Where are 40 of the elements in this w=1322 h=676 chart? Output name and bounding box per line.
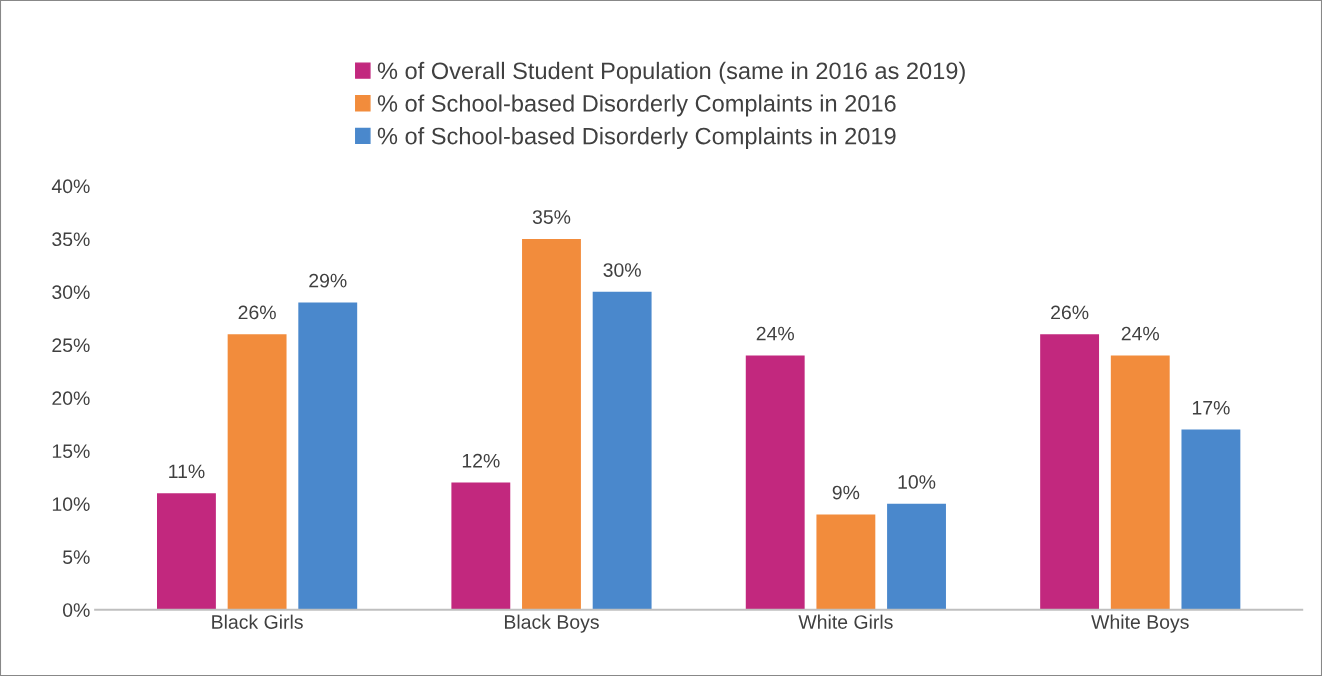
y-tick-label: 35% xyxy=(52,232,90,247)
data-label: 24% xyxy=(756,326,794,341)
data-label: 17% xyxy=(1192,400,1230,415)
data-label: 10% xyxy=(898,475,936,489)
data-label: 35% xyxy=(532,210,571,224)
data-label: 11% xyxy=(169,464,205,479)
bar xyxy=(887,503,946,610)
data-label: 29% xyxy=(309,273,347,288)
bar xyxy=(745,355,805,610)
bar xyxy=(522,238,581,610)
data-label: 24% xyxy=(1121,326,1160,341)
y-tick-label: 5% xyxy=(63,550,90,565)
bar xyxy=(157,493,216,610)
bar xyxy=(592,291,652,610)
bar xyxy=(298,302,358,610)
bar xyxy=(1110,355,1170,610)
x-tick-label: Black Girls xyxy=(212,614,303,629)
data-label: 9% xyxy=(832,485,860,500)
legend-label: % of Overall Student Population (same in 2016 as 2019) xyxy=(377,61,965,84)
x-tick-label: Black Boys xyxy=(504,614,599,633)
y-tick-label: 0% xyxy=(62,603,90,617)
bar xyxy=(227,334,287,610)
bar xyxy=(816,514,876,610)
y-tick-label: 30% xyxy=(52,285,90,300)
bar xyxy=(1040,334,1100,610)
data-label: 12% xyxy=(462,453,500,468)
bar xyxy=(451,482,511,610)
y-tick-label: 40% xyxy=(51,179,90,194)
y-tick-label: 20% xyxy=(52,391,90,406)
legend-label: % of School-based Disorderly Complaints in 2016 xyxy=(377,94,896,117)
data-label: 26% xyxy=(1051,305,1089,320)
y-tick-label: 25% xyxy=(52,338,90,353)
x-tick-label: White Boys xyxy=(1091,614,1189,633)
y-tick-label: 10% xyxy=(52,497,90,512)
y-tick-label: 15% xyxy=(52,444,90,459)
x-tick-label: White Girls xyxy=(798,614,893,629)
data-label: 30% xyxy=(603,263,641,277)
bar xyxy=(1181,429,1241,610)
legend-label: % of School-based Disorderly Complaints in 2019 xyxy=(377,127,896,150)
data-label: 26% xyxy=(238,305,276,320)
